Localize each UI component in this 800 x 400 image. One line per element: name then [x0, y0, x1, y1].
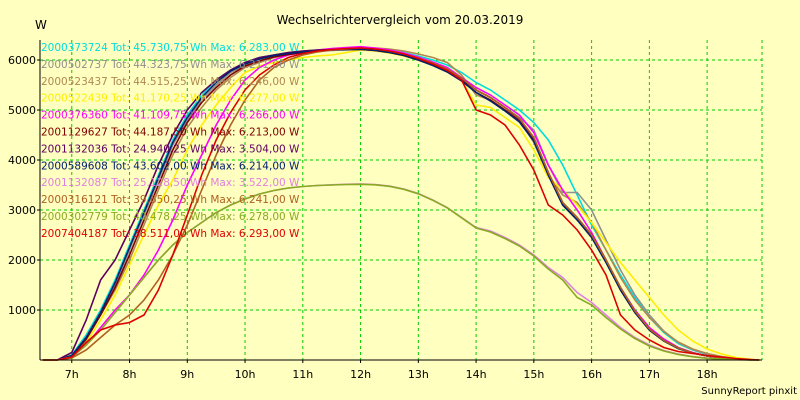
x-tick-label: 11h	[292, 368, 313, 381]
legend-entry-11: 2000302779 Tot: 40.478,25 Wh Max: 6.278,…	[41, 211, 300, 223]
y-tick-label: 6000	[8, 54, 36, 67]
legend-entry-2: 2000502737 Tot: 44.323,75 Wh Max: 6.211,…	[41, 59, 300, 71]
legend-entry-5: 2000376360 Tot: 41.109,75 Wh Max: 6.266,…	[41, 110, 300, 122]
y-tick-label: 2000	[8, 254, 36, 267]
x-tick-label: 16h	[581, 368, 602, 381]
x-tick-label: 14h	[466, 368, 487, 381]
x-tick-label: 12h	[350, 368, 371, 381]
legend-entry-8: 2000589608 Tot: 43.602,00 Wh Max: 6.214,…	[41, 160, 300, 172]
series-line-3	[42, 46, 760, 361]
x-tick-labels: 7h 8h 9h 10h 11h 12h 13h 14h 15h 16h 17h 18h	[65, 360, 718, 381]
grid	[40, 40, 763, 360]
footer-credit: SunnyReport pinxit	[701, 386, 797, 397]
series-line-11	[42, 183, 760, 361]
legend-entry-6: 2001129627 Tot: 44.187,50 Wh Max: 6.213,…	[41, 127, 300, 139]
series-lines	[42, 45, 760, 361]
y-tick-labels: 1000 2000 3000 4000 5000 6000	[8, 54, 40, 317]
x-tick-label: 8h	[123, 368, 137, 381]
x-tick-label: 17h	[639, 368, 660, 381]
x-tick-label: 7h	[65, 368, 79, 381]
legend: 2000373724 Tot: 45.730,75 Wh Max: 6.283,…	[41, 42, 300, 240]
legend-entry-1: 2000373724 Tot: 45.730,75 Wh Max: 6.283,…	[41, 42, 300, 54]
legend-entry-9: 2001132087 Tot: 25.128,50 Wh Max: 3.522,…	[41, 177, 300, 189]
y-tick-label: 5000	[8, 104, 36, 117]
x-tick-label: 15h	[523, 368, 544, 381]
y-tick-label: 3000	[8, 204, 36, 217]
x-tick-label: 13h	[408, 368, 429, 381]
x-tick-label: 18h	[697, 368, 718, 381]
y-tick-label: 4000	[8, 154, 36, 167]
legend-entry-3: 2000523437 Tot: 44.515,25 Wh Max: 6.246,…	[41, 76, 300, 88]
legend-entry-10: 2000316121 Tot: 39.650,25 Wh Max: 6.241,…	[41, 194, 300, 206]
legend-entry-4: 2000522439 Tot: 41.170,25 Wh Max: 6.277,…	[41, 93, 300, 105]
y-axis-label: W	[35, 18, 47, 32]
x-tick-label: 9h	[180, 368, 194, 381]
x-tick-label: 10h	[235, 368, 256, 381]
series-line-12	[42, 47, 760, 361]
chart-title: Wechselrichtervergleich vom 20.03.2019	[277, 13, 524, 27]
y-tick-label: 1000	[8, 304, 36, 317]
legend-entry-12: 2007404187 Tot: 38.511,00 Wh Max: 6.293,…	[41, 228, 300, 240]
axes	[39, 40, 762, 361]
series-line-5	[42, 45, 760, 361]
legend-entry-7: 2001132036 Tot: 24.940,25 Wh Max: 3.504,…	[41, 143, 300, 155]
